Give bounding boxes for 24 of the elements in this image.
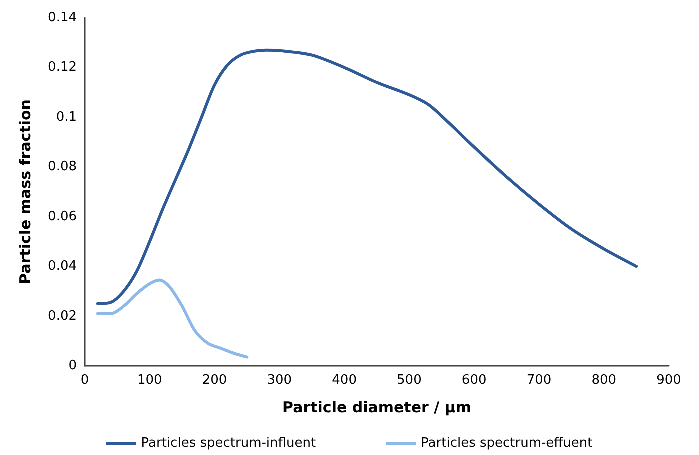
x-tick-label: 0 — [80, 373, 90, 388]
x-tick-label: 600 — [462, 373, 487, 388]
y-tick-label: 0.1 — [56, 110, 77, 125]
x-tick-label: 800 — [592, 373, 617, 388]
y-tick-label: 0.14 — [48, 10, 77, 26]
x-tick-label: 200 — [202, 373, 228, 388]
y-tick-label: 0.12 — [48, 60, 77, 76]
x-tick-label: 500 — [397, 373, 422, 388]
x-tick-label: 700 — [526, 373, 552, 388]
x-tick-label: 100 — [137, 373, 162, 388]
y-tick-label: 0.04 — [48, 259, 77, 274]
x-tick-label: 300 — [267, 373, 292, 388]
y-tick-label: 0.02 — [48, 308, 77, 324]
x-tick-label: 400 — [332, 373, 357, 388]
y-tick-label: 0 — [68, 358, 77, 374]
y-tick-label: 0.06 — [48, 209, 77, 224]
x-tick-label: 900 — [656, 373, 682, 388]
legend-label: Particles spectrum-effuent — [421, 436, 593, 451]
y-axis-title: Particle mass fraction — [16, 100, 34, 284]
x-axis-title: Particle diameter / µm — [282, 398, 472, 416]
line-series — [96, 48, 638, 306]
y-tick-label: 0.08 — [48, 160, 77, 175]
legend-label: Particles spectrum-influent — [141, 436, 316, 451]
line-series — [96, 278, 249, 359]
